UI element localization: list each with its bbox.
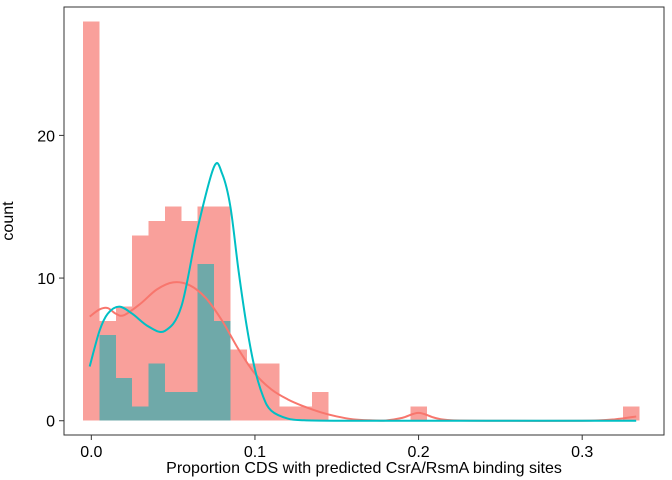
histogram-bar-series-1 xyxy=(312,392,329,421)
x-tick-label: 0.3 xyxy=(571,444,593,461)
histogram-bar-series-1 xyxy=(230,349,247,421)
plot-panel-border xyxy=(63,6,665,436)
histogram-bars xyxy=(83,21,640,421)
y-tick-label: 10 xyxy=(37,271,55,288)
y-tick-label: 0 xyxy=(46,414,55,431)
y-tick-label: 20 xyxy=(37,128,55,145)
histogram-bar-series-2 xyxy=(132,406,149,421)
histogram-bar-series-1 xyxy=(181,221,198,421)
histogram-bar-series-2 xyxy=(197,263,215,421)
x-tick-label: 0.1 xyxy=(244,444,266,461)
histogram-bar-series-2 xyxy=(164,392,182,421)
histogram-bar-series-2 xyxy=(99,335,116,421)
y-axis-title: count xyxy=(0,201,17,241)
density-curves xyxy=(88,162,637,422)
histogram-bar-series-1 xyxy=(132,235,149,421)
density-curve-series-1 xyxy=(89,281,637,422)
histogram-bar-series-1 xyxy=(83,21,100,421)
x-axis-title: Proportion CDS with predicted CsrA/RsmA … xyxy=(166,460,562,477)
histogram-bar-series-1 xyxy=(164,206,182,421)
density-curve-series-2 xyxy=(88,162,637,422)
x-tick-label: 0.0 xyxy=(80,444,102,461)
histogram-bar-series-2 xyxy=(148,363,165,421)
y-axis-ticks: 0 10 20 xyxy=(37,128,64,431)
x-axis-ticks: 0.0 0.1 0.2 0.3 xyxy=(80,435,593,461)
x-tick-label: 0.2 xyxy=(407,444,429,461)
histogram-bar-series-2 xyxy=(181,392,198,421)
histogram-bar-series-2 xyxy=(214,320,231,421)
histogram-bar-series-2 xyxy=(115,377,133,421)
histogram-bar-series-1 xyxy=(295,406,313,421)
